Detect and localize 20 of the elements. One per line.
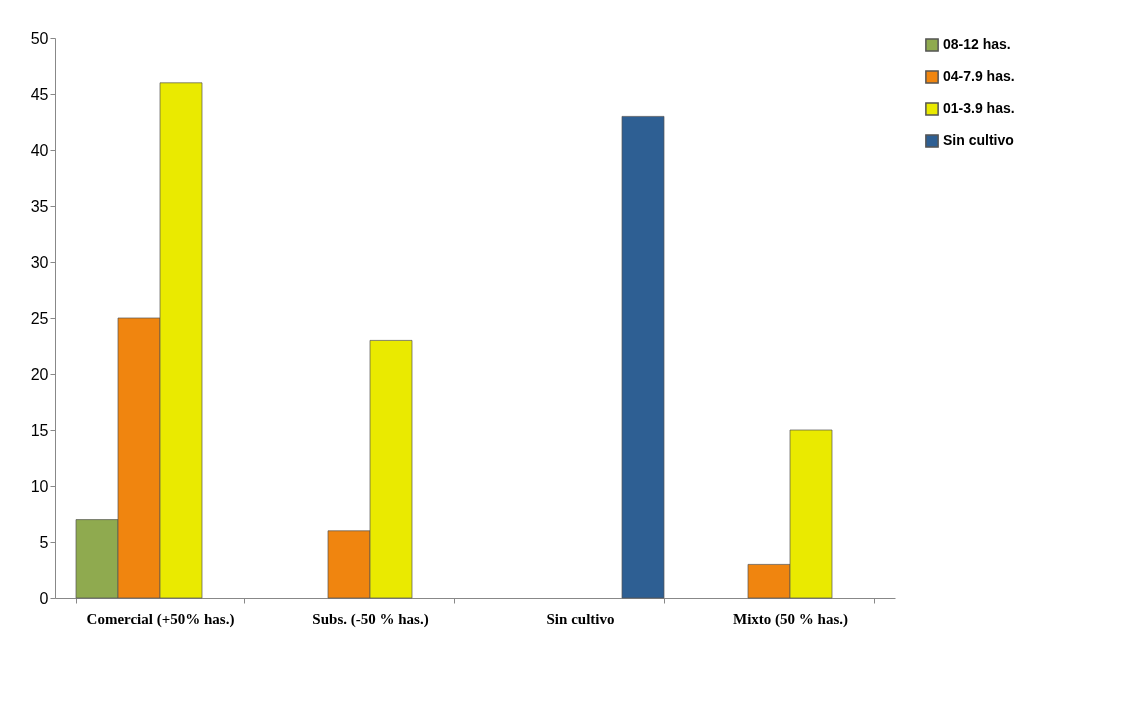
y-tick-label: 5 bbox=[39, 533, 49, 551]
y-tick-label: 50 bbox=[30, 29, 49, 47]
y-tick-label: 0 bbox=[39, 589, 49, 607]
legend-label: 08-12 has. bbox=[943, 36, 1011, 52]
y-tick-label: 40 bbox=[30, 141, 49, 159]
x-tick-label: Subs. (-50 % has.) bbox=[312, 610, 429, 628]
legend-label: 04-7.9 has. bbox=[943, 68, 1015, 84]
y-tick-label: 15 bbox=[30, 421, 49, 439]
y-tick-label: 35 bbox=[30, 197, 49, 215]
x-tick-label: Comercial (+50% has.) bbox=[86, 610, 235, 628]
x-tick-label: Sin cultivo bbox=[546, 610, 615, 627]
y-tick-label: 20 bbox=[30, 365, 49, 383]
bar bbox=[621, 116, 665, 599]
y-tick-label: 25 bbox=[30, 309, 49, 327]
x-tick-label: Mixto (50 % has.) bbox=[733, 610, 848, 628]
y-tick-label: 30 bbox=[30, 253, 49, 271]
y-tick-label: 10 bbox=[30, 477, 49, 495]
legend-label: Sin cultivo bbox=[943, 132, 1014, 148]
legend-label: 01-3.9 has. bbox=[943, 100, 1015, 116]
y-tick-label: 45 bbox=[30, 85, 49, 103]
